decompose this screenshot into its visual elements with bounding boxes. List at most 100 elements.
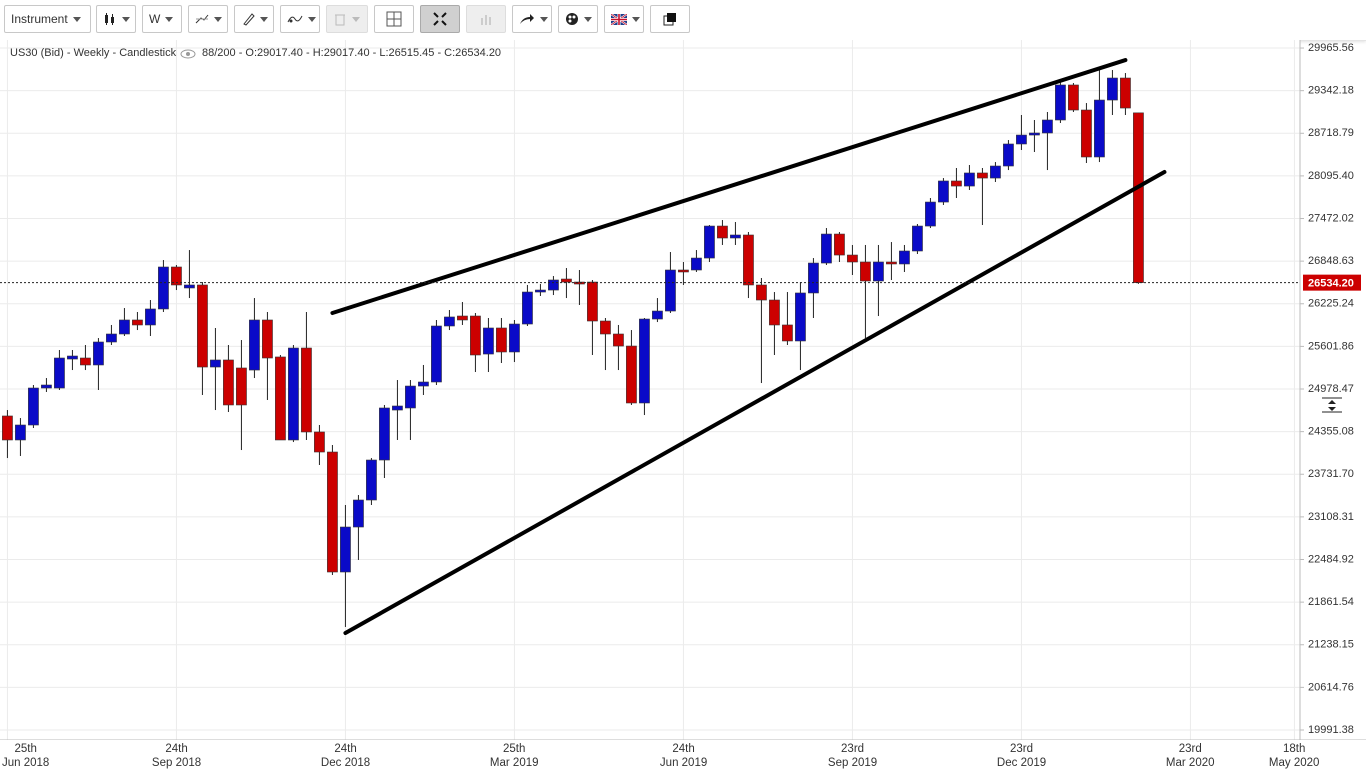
- y-tick-label: 26225.24: [1308, 298, 1354, 310]
- candle-body: [899, 250, 910, 265]
- x-tick-label: 25th Jun 2018: [2, 743, 50, 769]
- candle-body: [639, 318, 650, 404]
- chart: US30 (Bid) - Weekly - Candlestick 88/200…: [0, 40, 1366, 740]
- language-button[interactable]: [604, 5, 644, 33]
- candle-body: [1016, 134, 1027, 145]
- candle-body: [392, 405, 403, 411]
- drawing-button[interactable]: [234, 5, 274, 33]
- y-tick-label: 23731.70: [1308, 468, 1354, 480]
- candle-body: [67, 355, 78, 360]
- crosshair-button[interactable]: [374, 5, 414, 33]
- x-tick-label: 24th Jun 2019: [659, 743, 708, 769]
- chart-info: 88/200 - O:29017.40 - H:29017.40 - L:265…: [202, 47, 501, 59]
- candle-body: [1068, 84, 1079, 111]
- candle-body: [262, 319, 273, 359]
- candle-body: [925, 201, 936, 227]
- candle-body: [1042, 119, 1053, 134]
- volume-button[interactable]: [466, 5, 506, 33]
- study-button[interactable]: [280, 5, 320, 33]
- candle-body: [184, 284, 195, 289]
- candle-body: [1094, 99, 1105, 158]
- candle-body: [717, 225, 728, 239]
- candle-body: [561, 278, 572, 283]
- candle-body: [652, 310, 663, 320]
- plot-background: [0, 40, 1300, 740]
- popout-button[interactable]: [650, 5, 690, 33]
- trend-line: [330, 58, 1128, 316]
- candle-body: [470, 315, 481, 356]
- candle-body: [210, 359, 221, 368]
- share-button[interactable]: [512, 5, 552, 33]
- candle-body: [951, 180, 962, 187]
- y-tick-label: 29965.56: [1308, 42, 1354, 54]
- candle-body: [314, 431, 325, 453]
- candle-body: [626, 345, 637, 404]
- candle-body: [886, 261, 897, 265]
- color-button[interactable]: [558, 5, 598, 33]
- candle-body: [860, 261, 871, 282]
- candle-body: [743, 234, 754, 286]
- candle-body: [730, 234, 741, 239]
- candle-body: [171, 266, 182, 286]
- y-tick-label: 21861.54: [1308, 596, 1354, 608]
- y-tick-label: 24355.08: [1308, 426, 1354, 438]
- candle-body: [275, 356, 286, 441]
- y-tick-label: 26848.63: [1308, 255, 1354, 267]
- candle-body: [379, 407, 390, 461]
- candle-body: [704, 225, 715, 259]
- candle-body: [223, 359, 234, 406]
- candle-body: [691, 257, 702, 271]
- interval-button[interactable]: W: [142, 5, 182, 33]
- candle-body: [41, 384, 52, 389]
- candle-body: [145, 308, 156, 326]
- candle-body: [457, 315, 468, 321]
- candle-body: [1029, 132, 1040, 136]
- candle-body: [938, 180, 949, 203]
- candle-body: [444, 316, 455, 327]
- x-axis-labels: 25th Jun 2018 24th Sep 2018 24th Dec 2018 2…: [0, 740, 1366, 769]
- candle-body: [964, 172, 975, 187]
- instrument-label: Instrument: [11, 12, 68, 26]
- y-tick-label: 19991.38: [1308, 724, 1354, 736]
- candle-body: [873, 261, 884, 282]
- candle-body: [1107, 77, 1118, 101]
- candle-body: [1133, 112, 1144, 283]
- y-tick-label: 27472.02: [1308, 212, 1354, 224]
- candle-body: [366, 459, 377, 501]
- candle-body: [912, 225, 923, 252]
- candle-body: [340, 526, 351, 573]
- toolbar: Instrument W: [0, 0, 1366, 41]
- delete-button[interactable]: [326, 5, 368, 33]
- chart-type-button[interactable]: [96, 5, 136, 33]
- y-tick-label: 28718.79: [1308, 127, 1354, 139]
- candle-body: [665, 269, 676, 312]
- candle-body: [353, 499, 364, 528]
- candle-body: [106, 333, 117, 343]
- indicator-button[interactable]: [188, 5, 228, 33]
- candle-body: [236, 367, 247, 406]
- trend-line: [343, 170, 1167, 635]
- candle-body: [522, 291, 533, 325]
- scale-handle[interactable]: [1322, 397, 1342, 413]
- x-tick-label: 23rd Mar 2020: [1165, 743, 1215, 769]
- candle-body: [249, 319, 260, 371]
- candle-body: [93, 341, 104, 366]
- chart-title: US30 (Bid) - Weekly - Candlestick: [10, 47, 177, 59]
- y-tick-label: 23108.31: [1308, 511, 1354, 523]
- candle-body: [405, 385, 416, 409]
- y-tick-label: 22484.92: [1308, 553, 1354, 565]
- y-tick-label: 29342.18: [1308, 85, 1354, 97]
- candle-body: [301, 347, 312, 433]
- candle-body: [1120, 77, 1131, 109]
- candle-body: [2, 415, 13, 441]
- candle-body: [418, 381, 429, 387]
- instrument-button[interactable]: Instrument: [4, 5, 91, 33]
- candle-body: [54, 357, 65, 389]
- candle-body: [574, 281, 585, 285]
- x-tick-label: 23rd Sep 2019: [827, 743, 878, 769]
- visibility-icon[interactable]: [180, 49, 196, 59]
- candle-body: [600, 320, 611, 335]
- candle-body: [327, 451, 338, 573]
- current-price-tag: [1303, 274, 1361, 291]
- fullscreen-button[interactable]: [420, 5, 460, 33]
